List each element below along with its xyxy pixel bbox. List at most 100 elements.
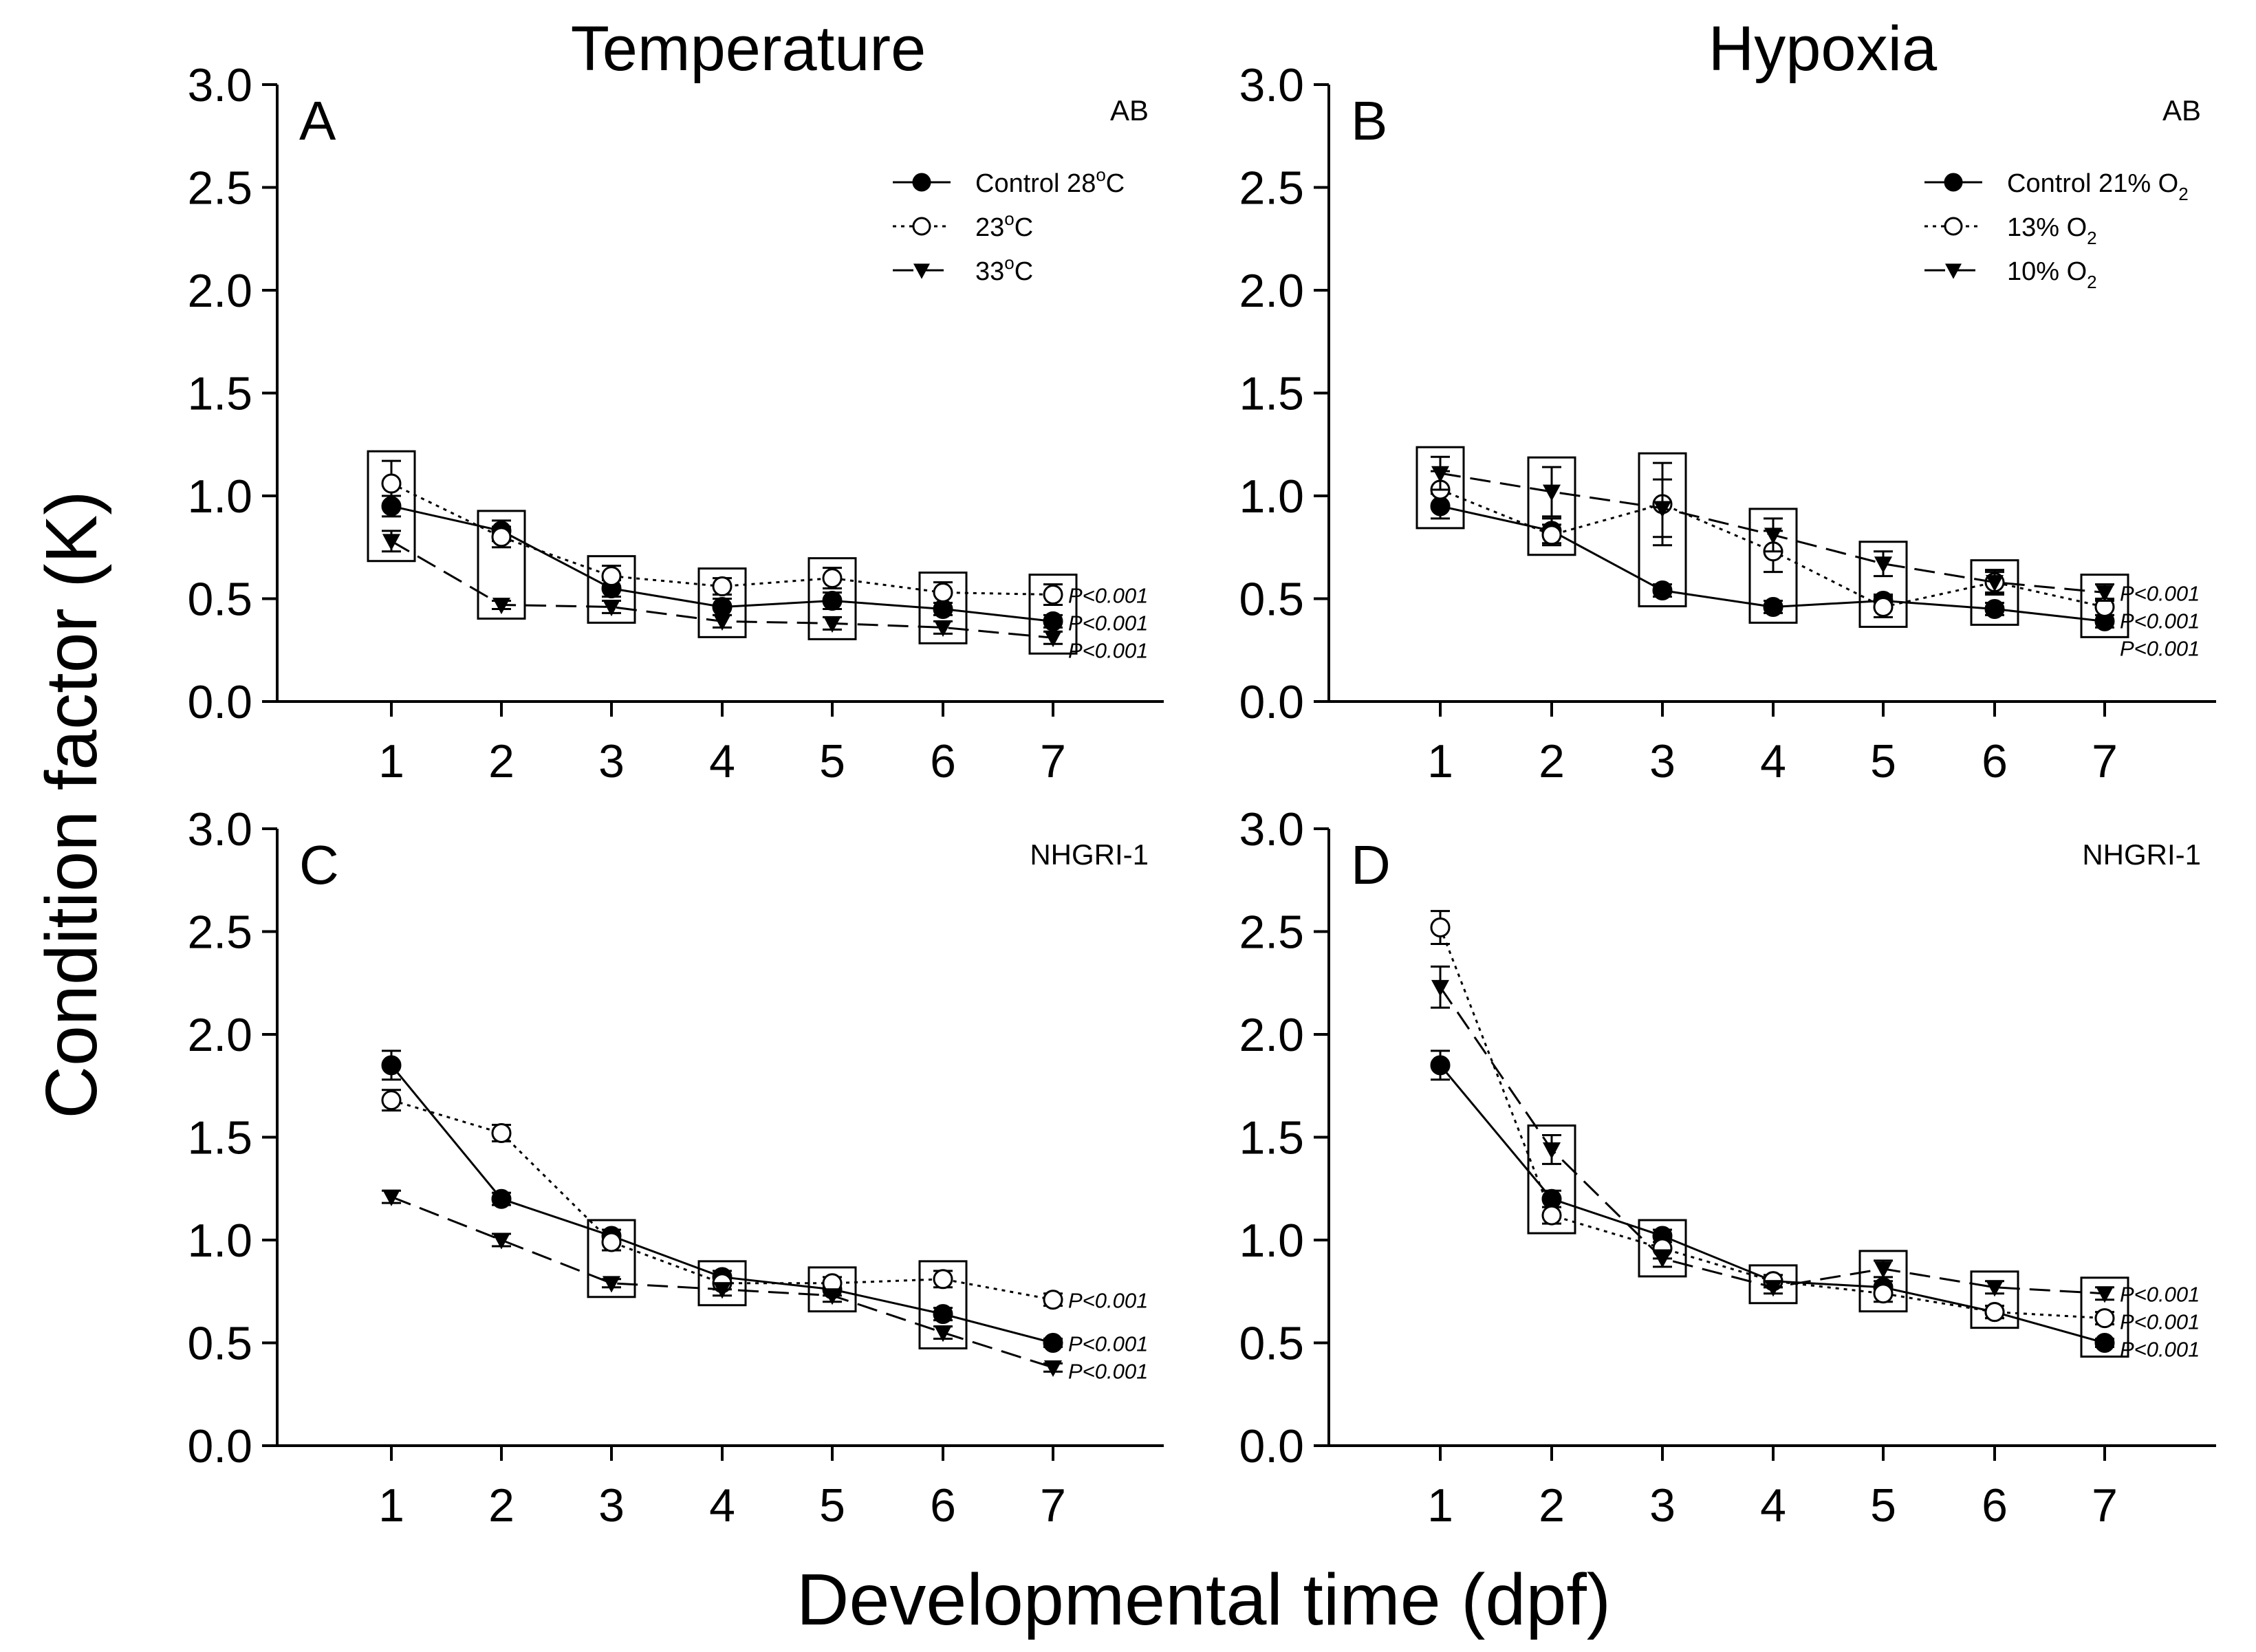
panel-letter: D bbox=[1351, 834, 1391, 895]
legend-label: 13% O2 bbox=[2007, 213, 2097, 248]
significance-box bbox=[1970, 559, 2019, 626]
legend-label: Control 21% O2 bbox=[2007, 169, 2189, 204]
strain-label: NHGRI-1 bbox=[1030, 838, 1149, 871]
series-low bbox=[381, 459, 1063, 606]
x-tick-label: 7 bbox=[1040, 735, 1066, 787]
data-point bbox=[1043, 1290, 1063, 1310]
significance-box bbox=[1748, 508, 1798, 624]
data-point bbox=[1874, 1261, 1892, 1279]
legend-marker bbox=[1944, 217, 1963, 236]
x-tick-label: 6 bbox=[930, 735, 956, 787]
significance-box bbox=[1028, 574, 1078, 655]
p-value-label: P<0.001 bbox=[1068, 611, 1148, 635]
y-tick-label: 1.0 bbox=[1239, 470, 1304, 523]
legend-marker bbox=[912, 173, 931, 192]
data-point bbox=[1543, 484, 1561, 501]
data-point bbox=[1044, 630, 1062, 647]
significance-box bbox=[697, 1260, 747, 1307]
series-control bbox=[381, 494, 1063, 631]
y-tick-label: 3.0 bbox=[1239, 59, 1304, 111]
data-point bbox=[1430, 917, 1451, 938]
data-point bbox=[603, 1276, 620, 1293]
data-point bbox=[1652, 580, 1673, 601]
data-point bbox=[603, 600, 620, 617]
y-tick-label: 1.5 bbox=[187, 1112, 252, 1164]
series-high bbox=[1431, 455, 2114, 602]
x-tick-label: 3 bbox=[1649, 735, 1675, 787]
legend-subscript: 2 bbox=[2087, 272, 2096, 292]
data-point bbox=[934, 620, 952, 638]
data-point bbox=[1541, 1205, 1562, 1226]
y-tick-label: 0.0 bbox=[187, 1420, 252, 1472]
panel-b: 0.0 0.5 1.0 1.5 2.0 2.5 3.0 1 2 3 4 5 6 7 B AB P<0.001 P<… bbox=[1239, 59, 2216, 787]
y-tick-label: 2.5 bbox=[1239, 162, 1304, 215]
data-point bbox=[712, 596, 733, 617]
p-value-label: P<0.001 bbox=[1068, 584, 1148, 608]
column-title-hypoxia: Hypoxia bbox=[1709, 14, 1938, 84]
y-tick-label: 1.0 bbox=[187, 470, 252, 523]
data-point bbox=[381, 1090, 402, 1111]
significance-box bbox=[1638, 1219, 1687, 1278]
p-value-label: P<0.001 bbox=[1068, 1360, 1148, 1384]
x-tick-label: 5 bbox=[819, 1479, 845, 1532]
p-value-label: P<0.001 bbox=[2120, 609, 2200, 633]
y-tick-label: 2.5 bbox=[187, 906, 252, 959]
y-tick-label: 0.5 bbox=[1239, 574, 1304, 626]
panel-letter: B bbox=[1351, 90, 1387, 151]
x-tick-label: 3 bbox=[598, 1479, 625, 1532]
series-high bbox=[1431, 965, 2114, 1303]
significance-box bbox=[807, 557, 857, 640]
x-tick-label: 2 bbox=[488, 1479, 514, 1532]
legend-superscript: o bbox=[1004, 208, 1014, 229]
x-tick-label: 4 bbox=[709, 1479, 735, 1532]
x-tick-label: 7 bbox=[2092, 1479, 2118, 1532]
legend-unit: C bbox=[1015, 257, 1033, 286]
panel-letter: A bbox=[299, 90, 336, 151]
x-tick-label: 1 bbox=[378, 1479, 404, 1532]
series-high bbox=[382, 530, 1063, 647]
y-tick-label: 3.0 bbox=[187, 803, 252, 856]
data-point bbox=[823, 1288, 841, 1305]
series-line bbox=[390, 1064, 1054, 1344]
data-point bbox=[1653, 501, 1671, 518]
x-tick-label: 6 bbox=[1982, 735, 2008, 787]
x-tick-label: 2 bbox=[1539, 735, 1565, 787]
data-point bbox=[2094, 1333, 2115, 1353]
panel-d: 0.0 0.5 1.0 1.5 2.0 2.5 3.0 1 2 3 4 5 6 7 D NHGRI-1 P<0.… bbox=[1239, 803, 2216, 1532]
series-control bbox=[381, 1050, 1063, 1353]
legend-marker bbox=[912, 217, 931, 236]
data-point bbox=[1874, 556, 1892, 574]
legend-superscript: o bbox=[1004, 252, 1014, 273]
x-tick-label: 4 bbox=[709, 735, 735, 787]
x-tick-label: 1 bbox=[378, 735, 404, 787]
significance-box bbox=[2080, 574, 2129, 638]
significance-box bbox=[1527, 1124, 1576, 1235]
significance-box bbox=[477, 510, 526, 620]
strain-label: AB bbox=[1110, 94, 1149, 127]
data-point bbox=[933, 1269, 953, 1290]
data-point bbox=[1873, 1283, 1894, 1304]
y-tick-label: 0.5 bbox=[1239, 1318, 1304, 1370]
data-point bbox=[492, 1232, 510, 1250]
x-tick-label: 6 bbox=[1982, 1479, 2008, 1532]
y-tick-label: 0.0 bbox=[1239, 676, 1304, 728]
p-value-label: P<0.001 bbox=[2120, 1310, 2200, 1334]
data-point bbox=[713, 1282, 731, 1299]
data-point bbox=[1984, 598, 2005, 619]
x-tick-label: 1 bbox=[1427, 735, 1453, 787]
legend-superscript: o bbox=[1096, 164, 1105, 185]
y-tick-label: 0.0 bbox=[187, 676, 252, 728]
legend-unit: C bbox=[1106, 169, 1125, 198]
p-value-label: P<0.001 bbox=[1068, 639, 1148, 663]
legend-label: 33oC bbox=[975, 252, 1033, 286]
significance-box bbox=[807, 1266, 857, 1313]
significance-box bbox=[1858, 541, 1908, 628]
data-point bbox=[1430, 1055, 1451, 1076]
significance-box bbox=[587, 1219, 636, 1298]
x-tick-label: 2 bbox=[488, 735, 514, 787]
data-point bbox=[934, 1325, 952, 1343]
column-title-temperature: Temperature bbox=[571, 14, 926, 84]
significance-box bbox=[1638, 452, 1687, 608]
significance-box bbox=[1416, 446, 1465, 530]
series-control bbox=[1430, 1050, 2115, 1353]
